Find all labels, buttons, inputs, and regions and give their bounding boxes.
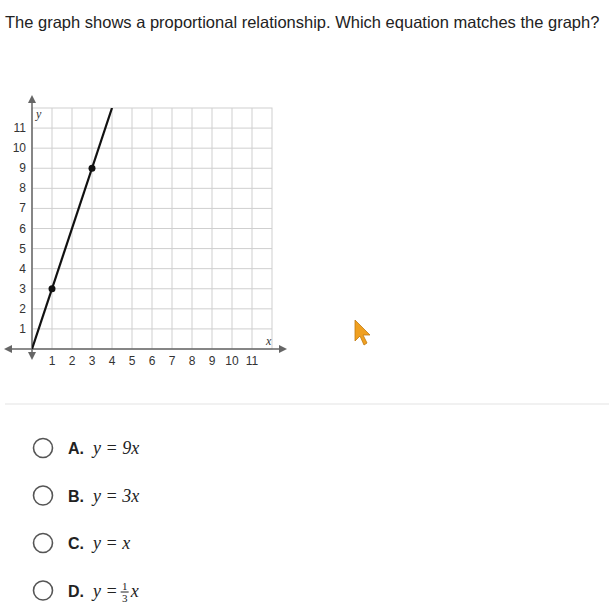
x-tick-label: 2 xyxy=(69,354,76,368)
plot-frame xyxy=(32,108,272,349)
x-axis xyxy=(8,348,282,350)
choice-letter: D. xyxy=(68,583,84,600)
grid-line-y xyxy=(32,148,272,149)
x-axis-label: x xyxy=(265,334,272,348)
x-tick-label: 3 xyxy=(89,354,96,368)
y-tick-label: 6 xyxy=(19,222,26,236)
y-axis xyxy=(31,99,33,356)
choice-letter: A. xyxy=(68,440,84,457)
y-tick-label: 3 xyxy=(19,282,26,296)
data-point xyxy=(89,165,96,172)
axis-arrow xyxy=(4,345,12,353)
choice-radio[interactable] xyxy=(34,534,53,553)
axis-arrow xyxy=(28,95,36,103)
choice-variable: x xyxy=(130,581,139,601)
x-tick-label: 4 xyxy=(109,354,116,368)
y-tick-label: 10 xyxy=(13,141,27,155)
x-tick-label: 7 xyxy=(169,354,176,368)
fraction-denominator: 3 xyxy=(122,592,128,604)
grid-line-y xyxy=(32,188,272,189)
y-tick-label: 9 xyxy=(19,161,26,175)
y-tick-label: 1 xyxy=(19,322,26,336)
fraction-numerator: 1 xyxy=(122,580,128,592)
choice-letter: C. xyxy=(68,535,84,552)
grid-line-y xyxy=(32,288,272,289)
grid-line-y xyxy=(32,228,272,229)
x-tick-label: 10 xyxy=(225,354,239,368)
x-tick-label: 8 xyxy=(189,354,196,368)
y-tick-label: 7 xyxy=(19,201,26,215)
x-tick-label: 5 xyxy=(129,354,136,368)
choice-radio[interactable] xyxy=(34,581,53,600)
grid-line-y xyxy=(32,128,272,129)
choice-radio[interactable] xyxy=(34,486,53,505)
x-tick-label: 6 xyxy=(149,354,156,368)
axis-arrow xyxy=(28,352,36,360)
y-tick-label: 11 xyxy=(14,121,27,135)
question: The graph shows a proportional relations… xyxy=(5,6,605,38)
choice-equation: y = xyxy=(91,581,118,601)
data-point xyxy=(49,285,56,292)
grid-line-y xyxy=(32,208,272,209)
choice-equation: y = 3x xyxy=(91,486,139,506)
x-tick-label: 1 xyxy=(49,354,56,368)
y-tick-label: 4 xyxy=(19,262,26,276)
x-tick-label: 9 xyxy=(209,354,216,368)
separator xyxy=(5,404,609,405)
plot-marks xyxy=(32,108,112,349)
choice-letter: B. xyxy=(68,488,84,505)
axis-arrow xyxy=(279,345,287,353)
page-canvas: 12345678910111234567891011xyA.y = 9xB.y … xyxy=(0,0,609,615)
grid-line-y xyxy=(32,328,272,329)
y-tick-label: 8 xyxy=(19,181,26,195)
mouse-cursor xyxy=(355,320,370,345)
x-tick-label: 11 xyxy=(246,354,259,368)
choice-radio[interactable] xyxy=(34,439,53,458)
grid-line-y xyxy=(32,308,272,309)
grid-line-y xyxy=(32,168,272,169)
y-tick-label: 5 xyxy=(19,242,26,256)
data-line xyxy=(32,108,112,349)
y-tick-label: 2 xyxy=(19,302,26,316)
grid-line-y xyxy=(32,248,272,249)
grid-line-y xyxy=(32,268,272,269)
y-axis-label: y xyxy=(35,107,42,121)
choice-equation: y = x xyxy=(91,533,130,553)
choice-equation: y = 9x xyxy=(91,438,139,458)
